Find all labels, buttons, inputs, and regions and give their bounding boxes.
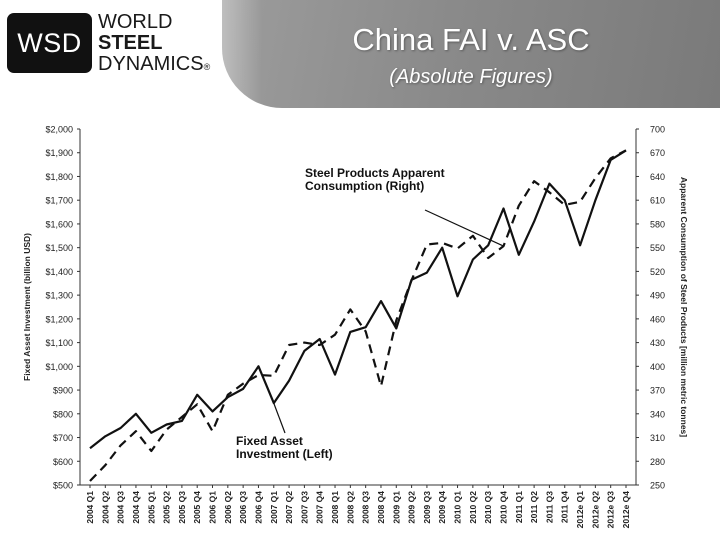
x-tick-label: 2011 Q2 <box>529 491 539 523</box>
x-tick-label: 2005 Q1 <box>146 491 156 524</box>
fai-series-line <box>89 149 627 450</box>
logo-line-2: STEEL <box>98 32 163 54</box>
left-tick-label: $1,900 <box>45 148 73 158</box>
x-tick-label: 2011 Q1 <box>514 491 524 523</box>
left-tick-label: $700 <box>53 433 73 443</box>
asc-series-line <box>89 149 627 482</box>
asc-annotation-leader <box>424 209 504 247</box>
left-axis-title: Fixed Asset Investment (billion USD) <box>22 233 32 381</box>
left-tick-label: $900 <box>53 386 73 396</box>
logo-abbr: WSD <box>17 27 82 58</box>
x-tick-label: 2012e Q4 <box>621 491 631 529</box>
x-tick-label: 2010 Q1 <box>453 491 463 524</box>
x-tick-label: 2009 Q1 <box>391 491 401 524</box>
x-tick-label: 2007 Q1 <box>269 491 279 524</box>
right-tick-label: 580 <box>650 219 665 229</box>
left-tick-label: $1,000 <box>45 362 73 372</box>
right-tick-label: 400 <box>650 362 665 372</box>
right-tick-label: 490 <box>650 291 665 301</box>
x-tick-label: 2011 Q4 <box>560 491 570 523</box>
left-tick-label: $1,800 <box>45 172 73 182</box>
right-tick-label: 250 <box>650 481 665 491</box>
x-tick-label: 2007 Q3 <box>299 491 309 524</box>
right-tick-label: 610 <box>650 196 665 206</box>
logo-line-1: WORLD <box>98 11 173 33</box>
asc-annotation-text: Consumption (Right) <box>305 179 424 193</box>
left-tick-label: $1,500 <box>45 243 73 253</box>
x-tick-label: 2005 Q3 <box>177 491 187 524</box>
right-tick-label: 430 <box>650 338 665 348</box>
x-tick-label: 2008 Q2 <box>345 491 355 524</box>
left-tick-label: $1,400 <box>45 267 73 277</box>
left-tick-label: $600 <box>53 457 73 467</box>
right-tick-label: 640 <box>650 172 665 182</box>
x-tick-label: 2004 Q2 <box>100 491 110 524</box>
x-tick-label: 2012e Q1 <box>575 491 585 529</box>
x-tick-label: 2005 Q2 <box>162 491 172 524</box>
right-tick-label: 460 <box>650 314 665 324</box>
x-tick-label: 2006 Q1 <box>208 491 218 524</box>
x-tick-label: 2009 Q3 <box>422 491 432 524</box>
right-axis-title: Apparent Consumption of Steel Products [… <box>679 177 689 437</box>
right-tick-label: 700 <box>650 125 665 135</box>
left-tick-label: $1,600 <box>45 219 73 229</box>
left-tick-label: $1,300 <box>45 291 73 301</box>
x-tick-label: 2009 Q4 <box>437 491 447 524</box>
right-tick-label: 310 <box>650 433 665 443</box>
x-tick-label: 2011 Q3 <box>544 491 554 523</box>
x-tick-label: 2012e Q2 <box>590 491 600 529</box>
x-tick-label: 2004 Q4 <box>131 491 141 524</box>
right-tick-label: 370 <box>650 386 665 396</box>
left-tick-label: $500 <box>53 481 73 491</box>
x-tick-label: 2004 Q1 <box>85 491 95 524</box>
x-tick-label: 2004 Q3 <box>116 491 126 524</box>
x-tick-label: 2006 Q3 <box>238 491 248 524</box>
x-tick-label: 2010 Q4 <box>498 491 508 524</box>
asc-annotation-text: Steel Products Apparent <box>305 166 445 180</box>
x-tick-label: 2010 Q3 <box>483 491 493 524</box>
left-tick-label: $1,100 <box>45 338 73 348</box>
left-tick-label: $1,700 <box>45 196 73 206</box>
right-tick-label: 520 <box>650 267 665 277</box>
left-tick-label: $2,000 <box>45 125 73 135</box>
slide-title: China FAI v. ASC <box>352 22 590 57</box>
wsd-logo: WSD <box>7 13 92 73</box>
logo-line-3: DYNAMICS® <box>98 53 211 75</box>
right-tick-label: 670 <box>650 148 665 158</box>
x-tick-label: 2005 Q4 <box>192 491 202 524</box>
x-tick-label: 2006 Q2 <box>223 491 233 524</box>
x-tick-label: 2008 Q4 <box>376 491 386 524</box>
fai-annotation-leader <box>273 402 286 434</box>
slide-subtitle: (Absolute Figures) <box>389 66 553 88</box>
left-tick-label: $800 <box>53 409 73 419</box>
fai-vs-asc-chart: $500 $600 $700 $800 $900 $1,000 $1,100 $1,200 $1… <box>15 115 705 540</box>
x-tick-label: 2007 Q4 <box>315 491 325 524</box>
x-tick-label: 2012e Q3 <box>606 491 616 529</box>
right-tick-label: 280 <box>650 457 665 467</box>
fai-annotation-text: Fixed Asset <box>236 434 303 448</box>
x-tick-label: 2010 Q2 <box>468 491 478 524</box>
slide-header: WSD WORLD STEEL DYNAMICS® China FAI v. A… <box>0 0 720 108</box>
x-tick-label: 2009 Q2 <box>407 491 417 524</box>
registered-mark: ® <box>203 62 211 72</box>
right-tick-label: 550 <box>650 243 665 253</box>
company-name: WORLD STEEL DYNAMICS® <box>98 12 210 78</box>
right-tick-label: 340 <box>650 409 665 419</box>
x-tick-label: 2008 Q3 <box>361 491 371 524</box>
x-tick-label: 2007 Q2 <box>284 491 294 524</box>
x-tick-label: 2008 Q1 <box>330 491 340 524</box>
chart-area: $500 $600 $700 $800 $900 $1,000 $1,100 $1,200 $1… <box>15 115 705 540</box>
title-banner <box>222 0 720 108</box>
fai-annotation-text: Investment (Left) <box>236 447 333 461</box>
left-tick-label: $1,200 <box>45 314 73 324</box>
x-tick-label: 2006 Q4 <box>253 491 263 524</box>
